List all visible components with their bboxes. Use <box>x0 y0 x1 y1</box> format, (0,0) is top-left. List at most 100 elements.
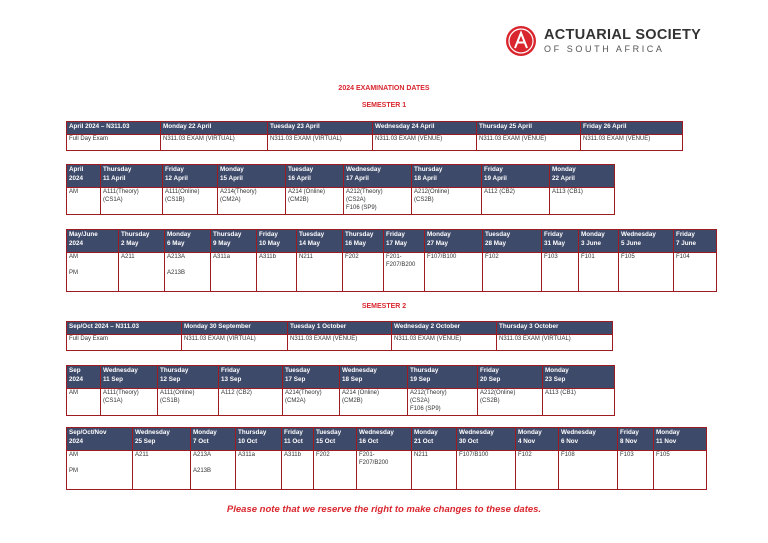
column-header: Friday 19 April <box>481 164 550 188</box>
column-header: Thursday 2 May <box>118 229 165 253</box>
column-header: Thursday 16 May <box>342 229 384 253</box>
table-cell: N311.03 EXAM (VIRTUAL) <box>267 134 373 151</box>
column-header: Thursday 18 April <box>411 164 482 188</box>
column-header-line: 18 April <box>414 174 437 182</box>
cell-line: F103 <box>620 452 634 458</box>
column-header-line: Monday <box>545 367 569 374</box>
cell-line: F105 <box>621 254 635 260</box>
column-header-line: 2024 <box>69 174 84 182</box>
table-cell: A213A A213B <box>190 450 236 490</box>
column-header: Monday 7 Oct <box>190 427 236 451</box>
cell-line: A211 <box>121 254 135 260</box>
society-logo-icon <box>506 26 536 56</box>
column-header: Tuesday 17 Sep <box>282 365 340 389</box>
column-header-line: 2024 <box>69 239 84 247</box>
column-header: Wednesday 18 Sep <box>339 365 408 389</box>
cell-line <box>69 460 130 468</box>
cell-line: A113 (CB1) <box>552 189 583 195</box>
column-header-line: 7 Oct <box>193 437 209 445</box>
column-header-line: 10 May <box>259 239 281 247</box>
column-header: Friday 26 April <box>580 121 683 135</box>
semester2-sep-oct-nov-table: Sep/Oct/Nov 2024 Wednesday 25 Sep Monday 7 Oc… <box>66 427 707 490</box>
column-header-line: 28 May <box>485 239 507 247</box>
column-header-line: 2 May <box>121 239 139 247</box>
column-header-line: 14 May <box>299 239 321 247</box>
column-header-line: 19 April <box>484 174 507 182</box>
table-cell: N311.03 EXAM (VENUE) <box>372 134 477 151</box>
table-row: AM A111(Theory) (CS1A) A111(Online) (CS1B) A2… <box>66 187 615 215</box>
column-header: Monday 3 June <box>578 229 619 253</box>
cell-line: A213B <box>167 269 186 276</box>
cell-line: A211 <box>135 452 149 458</box>
table-cell: F201- F207/B200 <box>383 252 425 292</box>
column-header: Sep/Oct/Nov 2024 <box>66 427 133 451</box>
table-cell: A214(Theory) (CM2A) <box>217 187 286 215</box>
column-header: Friday 11 Oct <box>281 427 314 451</box>
column-header-line: Monday <box>193 429 217 436</box>
table-cell: F103 <box>541 252 579 292</box>
table-cell: A111(Theory) (CS1A) <box>100 388 158 416</box>
table-cell: A113 (CB1) <box>542 388 615 416</box>
column-header: Wednesday 11 Sep <box>100 365 158 389</box>
column-header: Thursday 9 May <box>210 229 257 253</box>
cell-line: F102 <box>518 452 532 458</box>
column-header: Monday 23 Sep <box>542 365 615 389</box>
table-cell: A212(Online) (CS2B) <box>477 388 543 416</box>
column-header-line: 12 April <box>165 174 188 182</box>
column-header-line: 21 Oct <box>414 437 434 445</box>
column-header: Tuesday 28 May <box>482 229 542 253</box>
column-header-line: Wednesday <box>621 231 656 238</box>
table-cell: A213A A213B <box>164 252 211 292</box>
cell-line: A113 (CB1) <box>545 390 576 396</box>
table-cell: A113 (CB1) <box>549 187 615 215</box>
semester1-april-table: April 2024 Thursday 11 April Friday 12 April M… <box>66 164 615 215</box>
column-header: Tuesday 16 April <box>285 164 344 188</box>
column-header: Wednesday 24 April <box>372 121 477 135</box>
column-header: Thursday 3 October <box>496 321 613 335</box>
table-cell: F105 <box>618 252 674 292</box>
table-row: Full Day Exam N311.03 EXAM (VIRTUAL) N311.… <box>66 334 613 351</box>
cell-line: F105 <box>656 452 670 458</box>
column-header-line: Tuesday <box>285 367 311 374</box>
table-cell: A112 (CB2) <box>481 187 550 215</box>
column-header-line: 25 Sep <box>135 437 156 445</box>
column-header: Monday 22 April <box>160 121 268 135</box>
column-header: Thursday 25 April <box>476 121 581 135</box>
cell-line: (CS1B) <box>160 397 180 404</box>
cell-line: A311a <box>213 254 230 260</box>
column-header: Monday 21 Oct <box>411 427 457 451</box>
column-header: Sep 2024 <box>66 365 101 389</box>
column-header: Friday 12 April <box>162 164 218 188</box>
column-header-line: 23 Sep <box>545 375 566 383</box>
column-header-line: Wednesday <box>342 367 377 374</box>
column-header-line: Monday <box>414 429 438 436</box>
table-row: AM A111(Theory) (CS1A) A111(Online) (CS1B) A1… <box>66 388 615 416</box>
cell-line: F103 <box>544 254 558 260</box>
table-cell: F102 <box>482 252 542 292</box>
column-header-line: 15 Oct <box>316 437 336 445</box>
column-header-line: Friday <box>484 166 503 173</box>
table-cell: N311.03 EXAM (VIRTUAL) <box>181 334 288 351</box>
column-header: Friday 10 May <box>256 229 297 253</box>
column-header-line: 6 May <box>167 239 185 247</box>
semester1-may-june-table: May/June 2024 Thursday 2 May Monday 6 May Thur… <box>66 229 717 292</box>
semester1-heading: SEMESTER 1 <box>361 102 407 109</box>
table-cell: F202 <box>313 450 357 490</box>
column-header: Friday 17 May <box>383 229 425 253</box>
column-header-line: 16 Oct <box>359 437 379 445</box>
column-header-line: Friday <box>259 231 278 238</box>
table-cell: A212(Theory) (CS2A) F106 (SP9) <box>343 187 412 215</box>
column-header-line: Thursday <box>213 231 242 238</box>
column-header-line: 17 April <box>346 174 369 182</box>
column-header-line: May/June <box>69 231 98 238</box>
table-cell: AM PM <box>66 252 119 292</box>
cell-line: A212(Online) <box>480 390 516 396</box>
cell-line: (CS2A) <box>410 397 430 404</box>
table-cell: F102 <box>515 450 559 490</box>
cell-line: A111(Theory) <box>103 390 139 396</box>
table-row: Full Day Exam N311.03 EXAM (VIRTUAL) N311.… <box>66 134 683 151</box>
page-title: 2024 EXAMINATION DATES <box>338 85 430 92</box>
column-header: Tuesday 14 May <box>296 229 343 253</box>
cell-line: A212(Theory) <box>410 390 447 396</box>
column-header: Monday 4 Nov <box>515 427 559 451</box>
